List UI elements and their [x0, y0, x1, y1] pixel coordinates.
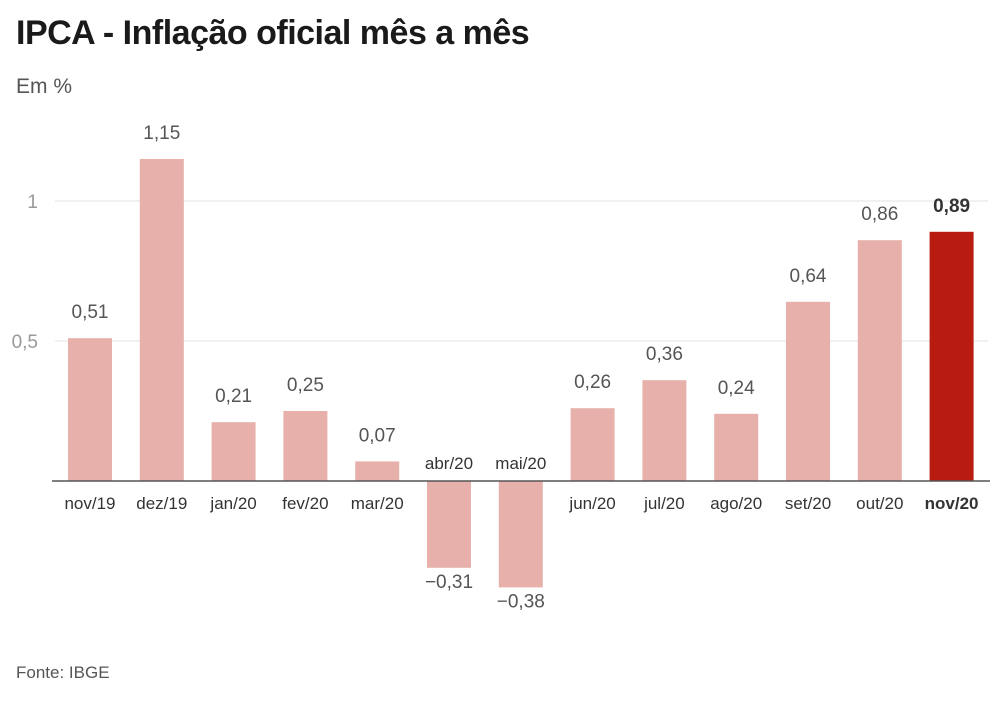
bar: [139, 159, 184, 481]
x-tick-label: mai/20: [495, 454, 546, 473]
bar: [427, 481, 471, 568]
x-tick-label: jun/20: [568, 494, 615, 513]
bar: [211, 422, 256, 481]
data-label: 0,89: [933, 196, 970, 217]
bar: [498, 481, 543, 588]
data-label: 0,25: [287, 375, 324, 396]
data-label: 0,07: [359, 425, 396, 446]
bar: [714, 413, 759, 481]
data-label: 0,24: [718, 378, 755, 399]
bar: [570, 408, 615, 481]
bar: [786, 301, 830, 481]
bar: [929, 231, 974, 481]
data-label: 0,36: [646, 344, 683, 365]
data-label: 0,64: [790, 266, 827, 287]
data-label: 0,21: [215, 386, 252, 407]
y-tick-label: 1: [27, 192, 38, 213]
y-tick-label: 0,5: [12, 332, 38, 353]
x-tick-label: abr/20: [425, 454, 473, 473]
chart-title: IPCA - Inflação oficial mês a mês: [16, 14, 530, 52]
chart-subtitle: Em %: [16, 75, 73, 98]
x-tick-label: set/20: [785, 494, 831, 513]
data-label: 1,15: [143, 123, 180, 144]
bar: [355, 461, 400, 481]
x-tick-label: jan/20: [209, 494, 256, 513]
bar: [642, 380, 687, 481]
data-label: 0,86: [861, 204, 898, 225]
bar: [283, 411, 328, 481]
data-label: −0,38: [497, 591, 545, 612]
x-tick-label: nov/20: [925, 494, 979, 513]
x-tick-label: dez/19: [136, 494, 187, 513]
source-note: Fonte: IBGE: [16, 663, 110, 682]
x-tick-label: jul/20: [643, 494, 685, 513]
bar: [857, 240, 902, 481]
data-label: −0,31: [425, 572, 473, 593]
x-tick-label: ago/20: [710, 494, 762, 513]
data-label: 0,26: [574, 372, 611, 393]
x-tick-label: mar/20: [351, 494, 404, 513]
x-tick-label: out/20: [856, 494, 903, 513]
data-label: 0,51: [72, 302, 109, 323]
x-tick-label: nov/19: [64, 494, 115, 513]
x-tick-label: fev/20: [282, 494, 328, 513]
bar: [68, 338, 112, 481]
